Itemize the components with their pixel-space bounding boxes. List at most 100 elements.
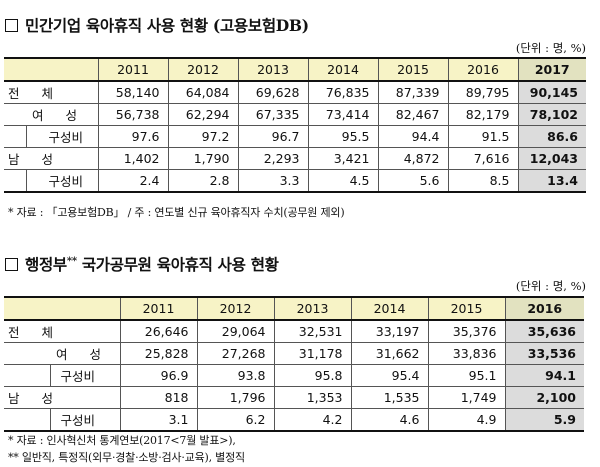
table-cell-highlight: 5.9: [504, 408, 584, 432]
table-cell: 91.5: [447, 125, 519, 148]
table-cell: 3,421: [307, 147, 379, 170]
table-cell-highlight: 33,536: [504, 342, 584, 365]
section1-unit: (단위 : 명, %): [515, 41, 586, 55]
table-row: 구성비 3.1 6.2 4.2 4.6 4.9 5.9: [4, 408, 584, 432]
table-cell: 64,084: [167, 80, 239, 104]
section2-note-source: * 자료 : 인사혁신처 통계연보(2017<7월 발표>),: [8, 434, 236, 447]
table-cell-highlight: 12,043: [517, 147, 586, 170]
table-cell: 29,064: [196, 319, 275, 343]
year-header-highlight: 2017: [517, 57, 586, 82]
indent-cell: [4, 169, 27, 193]
table-cell-highlight: 90,145: [517, 80, 586, 104]
table-cell: 8.5: [447, 169, 519, 193]
row-label: 구성비: [49, 408, 121, 432]
checkbox-square-icon: [5, 258, 18, 271]
table-cell: 2.8: [167, 169, 239, 193]
header-corner: [4, 296, 121, 321]
table-cell-highlight: 2,100: [504, 386, 584, 409]
table-cell: 1,353: [273, 386, 352, 409]
year-header: 2012: [196, 296, 275, 321]
year-header: 2014: [350, 296, 429, 321]
table-cell: 97.6: [97, 125, 169, 148]
table-cell: 67,335: [237, 103, 309, 126]
table-cell: 3.3: [237, 169, 309, 193]
table-cell: 31,662: [350, 342, 429, 365]
table-row: 여 성 25,828 27,268 31,178 31,662 33,836 3…: [4, 342, 584, 365]
table-cell: 4.6: [350, 408, 429, 432]
section1-note: * 자료 : 「고용보험DB」 / 주 : 연도별 신규 육아휴직자 수치(공무…: [8, 206, 345, 219]
table-cell: 1,749: [427, 386, 506, 409]
table-cell: 33,197: [350, 319, 429, 343]
table-cell: 93.8: [196, 364, 275, 387]
indent-cell: [4, 125, 27, 148]
table-cell: 6.2: [196, 408, 275, 432]
section1-table: 2011 2012 2013 2014 2015 2016 2017 전 체 5…: [4, 57, 586, 193]
table-cell: 89,795: [447, 80, 519, 104]
table-cell: 1,535: [350, 386, 429, 409]
table-cell-highlight: 13.4: [517, 169, 586, 193]
table-cell: 94.4: [377, 125, 449, 148]
indent-cell: [4, 364, 51, 387]
table-cell: 31,178: [273, 342, 352, 365]
table-cell: 25,828: [119, 342, 198, 365]
table-row: 전 체 58,140 64,084 69,628 76,835 87,339 8…: [4, 80, 586, 104]
table-cell: 26,646: [119, 319, 198, 343]
table-row: 남 성 818 1,796 1,353 1,535 1,749 2,100: [4, 386, 584, 409]
table-cell-highlight: 35,636: [504, 319, 584, 343]
table-cell: 32,531: [273, 319, 352, 343]
table-cell: 35,376: [427, 319, 506, 343]
table-cell: 56,738: [97, 103, 169, 126]
indent-cell: [4, 408, 51, 432]
table-cell: 76,835: [307, 80, 379, 104]
table-cell-highlight: 78,102: [517, 103, 586, 126]
table-header-row: 2011 2012 2013 2014 2015 2016 2017: [4, 57, 586, 82]
table-cell: 82,467: [377, 103, 449, 126]
table-cell: 96.7: [237, 125, 309, 148]
table-cell: 5.6: [377, 169, 449, 193]
row-label: 구성비: [25, 125, 99, 148]
table-cell: 1,796: [196, 386, 275, 409]
year-header: 2013: [237, 57, 309, 82]
table-cell: 96.9: [119, 364, 198, 387]
year-header: 2015: [427, 296, 506, 321]
year-header: 2014: [307, 57, 379, 82]
table-row: 남 성 1,402 1,790 2,293 3,421 4,872 7,616 …: [4, 147, 586, 170]
table-cell: 3.1: [119, 408, 198, 432]
table-cell: 95.1: [427, 364, 506, 387]
table-header-row: 2011 2012 2013 2014 2015 2016: [4, 296, 584, 321]
table-cell-highlight: 94.1: [504, 364, 584, 387]
section2-unit: (단위 : 명, %): [515, 279, 586, 293]
year-header-highlight: 2016: [504, 296, 584, 321]
table-cell: 87,339: [377, 80, 449, 104]
table-cell: 95.4: [350, 364, 429, 387]
row-label: 전 체: [4, 80, 99, 104]
table-cell: 62,294: [167, 103, 239, 126]
table-cell: 4.9: [427, 408, 506, 432]
table-row: 구성비 97.6 97.2 96.7 95.5 94.4 91.5 86.6: [4, 125, 586, 148]
section2-table: 2011 2012 2013 2014 2015 2016 전 체 26,646…: [4, 296, 584, 432]
table-cell: 2.4: [97, 169, 169, 193]
table-row: 구성비 2.4 2.8 3.3 4.5 5.6 8.5 13.4: [4, 169, 586, 193]
header-corner: [4, 57, 99, 82]
table-cell: 97.2: [167, 125, 239, 148]
year-header: 2012: [167, 57, 239, 82]
section1-title: 민간기업 육아휴직 사용 현황 (고용보험DB): [5, 14, 309, 36]
year-header: 2016: [447, 57, 519, 82]
table-cell: 27,268: [196, 342, 275, 365]
year-header: 2011: [97, 57, 169, 82]
year-header: 2011: [119, 296, 198, 321]
table-cell: 95.5: [307, 125, 379, 148]
table-cell: 7,616: [447, 147, 519, 170]
table-cell: 73,414: [307, 103, 379, 126]
row-label: 구성비: [49, 364, 121, 387]
table-cell: 4.5: [307, 169, 379, 193]
table-cell: 1,402: [97, 147, 169, 170]
table-cell: 4.2: [273, 408, 352, 432]
table-cell: 82,179: [447, 103, 519, 126]
row-label: 구성비: [25, 169, 99, 193]
section2-note-footnote: ** 일반직, 특정직(외무·경찰·소방·검사·교육), 별정직: [8, 451, 245, 464]
row-label: 남 성: [4, 147, 99, 170]
table-cell: 95.8: [273, 364, 352, 387]
year-header: 2015: [377, 57, 449, 82]
